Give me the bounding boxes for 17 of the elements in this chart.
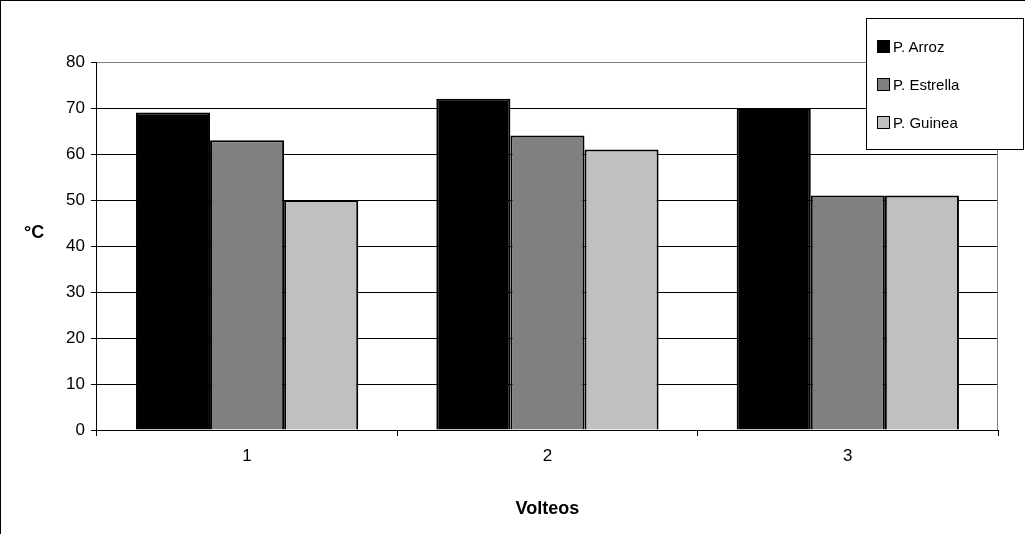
x-tick-label: 2 (542, 445, 553, 465)
y-tick-label: 60 (65, 143, 85, 163)
y-tick-label: 10 (65, 373, 85, 393)
y-tick-label: 20 (65, 327, 85, 347)
legend-label: P. Arroz (893, 37, 945, 55)
y-tick-label: 0 (75, 419, 85, 439)
y-tick-label: 40 (65, 235, 85, 255)
legend-label: P. Estrella (893, 75, 960, 93)
x-tick-label: 3 (843, 445, 853, 465)
x-axis-title: Volteos (515, 498, 580, 519)
legend-label: P. Guinea (893, 113, 958, 131)
y-axis-title: °C (24, 222, 45, 243)
x-tick-label: 1 (242, 445, 252, 465)
y-tick-label: 70 (65, 97, 85, 117)
y-tick-label: 30 (65, 281, 85, 301)
y-tick-label: 50 (65, 189, 85, 209)
y-tick-label: 80 (65, 51, 85, 71)
